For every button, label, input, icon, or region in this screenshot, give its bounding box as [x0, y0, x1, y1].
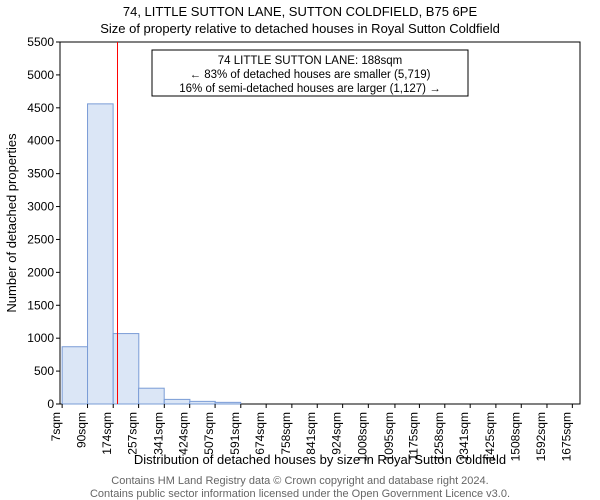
histogram-bar [88, 104, 114, 404]
property-histogram: 74, LITTLE SUTTON LANE, SUTTON COLDFIELD… [0, 0, 600, 500]
x-tick-label: 341sqm [151, 412, 165, 455]
x-tick-label: 674sqm [253, 412, 267, 455]
histogram-bar [164, 399, 190, 404]
y-axis-label: Number of detached properties [4, 133, 19, 313]
y-tick-label: 1500 [27, 298, 54, 312]
y-tick-label: 1000 [27, 331, 54, 345]
x-tick-label: 841sqm [304, 412, 318, 455]
annotation-line-1: 74 LITTLE SUTTON LANE: 188sqm [218, 55, 403, 67]
y-tick-label: 5500 [27, 35, 54, 49]
x-tick-label: 758sqm [279, 412, 293, 455]
histogram-bar [139, 388, 165, 404]
x-tick-label: 591sqm [228, 412, 242, 455]
y-tick-label: 500 [34, 364, 54, 378]
y-tick-label: 3000 [27, 200, 54, 214]
x-tick-label: 90sqm [75, 412, 89, 448]
footer-line-2: Contains public sector information licen… [90, 488, 510, 500]
x-tick-label: 924sqm [330, 412, 344, 455]
annotation-box: 74 LITTLE SUTTON LANE: 188sqm ← 83% of d… [152, 50, 468, 96]
footer-line-1: Contains HM Land Registry data © Crown c… [111, 475, 488, 487]
chart-title-desc: Size of property relative to detached ho… [100, 21, 500, 36]
annotation-line-2: ← 83% of detached houses are smaller (5,… [190, 69, 431, 81]
y-tick-label: 3500 [27, 167, 54, 181]
x-tick-label: 257sqm [126, 412, 140, 455]
y-tick-label: 4500 [27, 101, 54, 115]
x-tick-label: 7sqm [49, 412, 63, 441]
x-tick-label: 174sqm [100, 412, 114, 455]
y-axis-ticks: 0 500 1000 1500 2000 2500 3000 3500 4000 4500 5000… [27, 35, 60, 411]
y-tick-label: 0 [47, 397, 54, 411]
histogram-bar [62, 347, 88, 404]
y-tick-label: 2500 [27, 232, 54, 246]
x-tick-label: 1675sqm [559, 412, 573, 461]
chart-title-address: 74, LITTLE SUTTON LANE, SUTTON COLDFIELD… [123, 4, 478, 19]
histogram-bar [190, 401, 216, 404]
histogram-bar [215, 402, 241, 404]
x-tick-label: 424sqm [177, 412, 191, 455]
x-axis-label: Distribution of detached houses by size … [134, 452, 506, 467]
y-tick-label: 5000 [27, 68, 54, 82]
annotation-line-3: 16% of semi-detached houses are larger (… [179, 83, 440, 95]
y-tick-label: 2000 [27, 265, 54, 279]
x-tick-label: 1508sqm [508, 412, 522, 461]
y-tick-label: 4000 [27, 134, 54, 148]
x-tick-label: 1592sqm [534, 412, 548, 461]
x-tick-label: 507sqm [202, 412, 216, 455]
